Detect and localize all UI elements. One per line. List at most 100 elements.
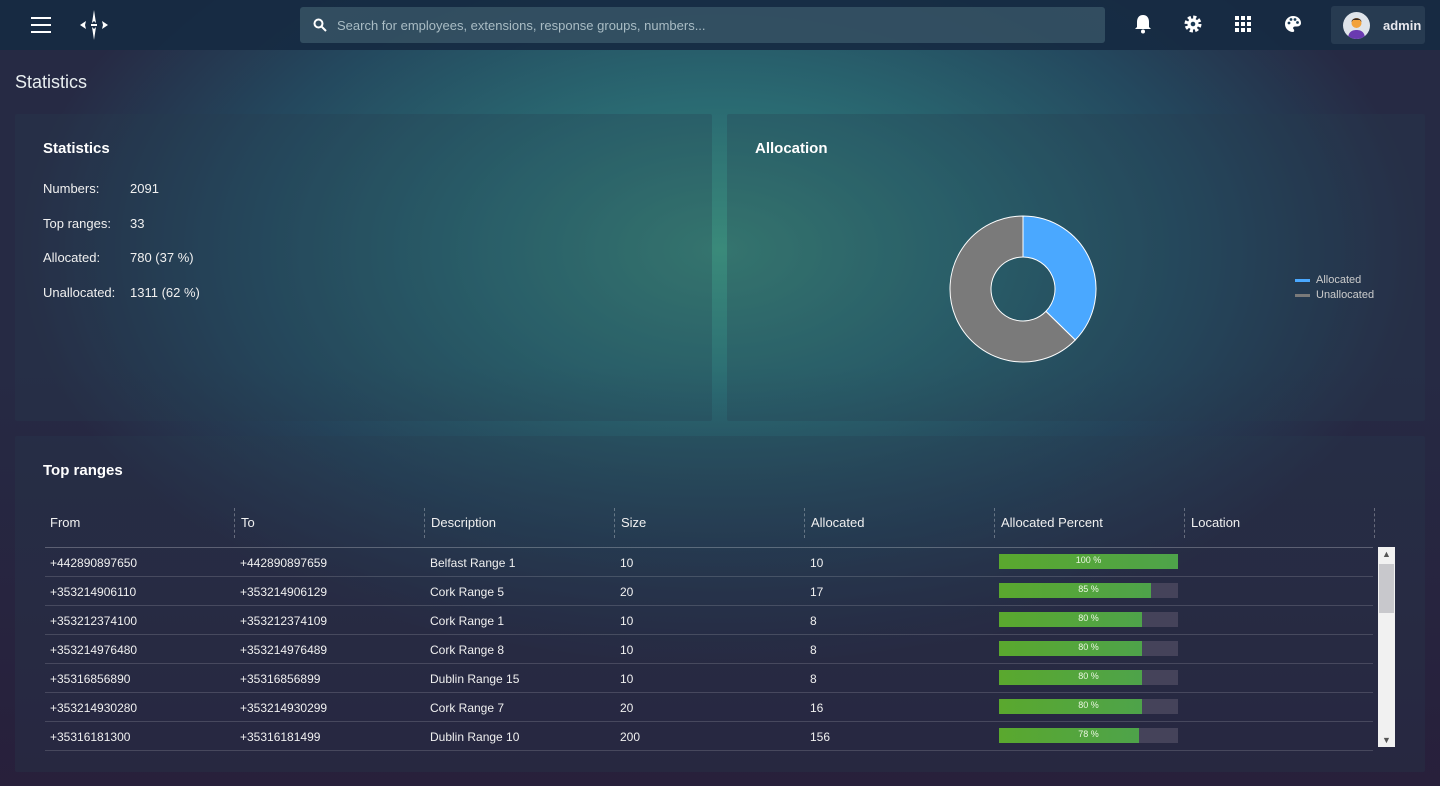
scrollbar-thumb[interactable] <box>1379 564 1394 613</box>
stat-label: Top ranges: <box>43 216 111 231</box>
allocated-percent-bar: 85 % <box>999 583 1178 598</box>
cell-size: 200 <box>620 730 641 744</box>
stat-top-ranges: Top ranges: 33 <box>43 216 144 231</box>
cell-alloc: 156 <box>810 730 831 744</box>
stat-value: 2091 <box>130 181 159 196</box>
legend-label: Unallocated <box>1316 289 1375 301</box>
allocation-card: Allocation Allocated Unallocated <box>727 114 1425 421</box>
cell-alloc: 10 <box>810 556 824 570</box>
apps-grid-icon[interactable] <box>1235 16 1251 32</box>
stat-allocated: Allocated: 780 (37 %) <box>43 250 194 265</box>
table-scrollbar[interactable]: ▲ ▼ <box>1378 547 1395 747</box>
scroll-up-icon[interactable]: ▲ <box>1382 549 1391 559</box>
column-header[interactable]: Allocated Percent <box>994 508 1184 538</box>
cell-from: +353212374100 <box>50 614 138 628</box>
table-row[interactable]: +353212374100 +353212374109 Cork Range 1 10… <box>45 606 1373 635</box>
allocated-percent-bar: 100 % <box>999 554 1178 569</box>
cell-alloc: 16 <box>810 701 824 715</box>
column-header[interactable]: To <box>234 508 424 538</box>
allocated-percent-bar: 80 % <box>999 699 1178 714</box>
cell-size: 10 <box>620 556 634 570</box>
cell-from: +35316856890 <box>50 672 131 686</box>
cell-alloc: 8 <box>810 672 817 686</box>
cell-alloc: 8 <box>810 614 817 628</box>
top-ranges-title: Top ranges <box>43 462 123 479</box>
search-icon <box>313 18 327 32</box>
cell-size: 20 <box>620 701 634 715</box>
palette-icon[interactable] <box>1284 15 1302 33</box>
header-divider <box>45 547 1373 548</box>
legend-label: Allocated <box>1316 274 1362 286</box>
cell-from: +353214906110 <box>50 585 137 599</box>
table-row[interactable]: +442890897650 +442890897659 Belfast Range … <box>45 548 1373 577</box>
cell-from: +353214930280 <box>50 701 138 715</box>
cell-size: 10 <box>620 672 634 686</box>
donut-slice-unallocated[interactable] <box>949 215 1076 363</box>
cell-desc: Belfast Range 1 <box>430 556 516 570</box>
column-header[interactable]: Description <box>424 508 614 538</box>
donut-slice-allocated[interactable] <box>1022 215 1097 341</box>
cell-desc: Dublin Range 15 <box>430 672 520 686</box>
search-bar[interactable] <box>300 7 1105 43</box>
cell-size: 20 <box>620 585 634 599</box>
top-bar: admin <box>0 0 1440 50</box>
logo-icon[interactable] <box>78 9 110 41</box>
page-title: Statistics <box>15 72 88 92</box>
cell-desc: Dublin Range 10 <box>430 730 520 744</box>
stat-label: Unallocated: <box>43 285 116 300</box>
progress-fill <box>999 641 1143 656</box>
cell-size: 10 <box>620 643 634 657</box>
cell-to: +353212374109 <box>240 614 328 628</box>
percent-label: 80 % <box>1078 613 1099 623</box>
column-header[interactable]: Allocated <box>804 508 994 538</box>
cell-to: +353214906129 <box>240 585 328 599</box>
scroll-down-icon[interactable]: ▼ <box>1382 735 1391 745</box>
column-header[interactable]: Size <box>614 508 804 538</box>
percent-label: 80 % <box>1078 642 1099 652</box>
legend-unallocated[interactable]: Unallocated <box>1295 289 1374 301</box>
username: admin <box>1383 17 1422 33</box>
table-row[interactable]: +353214930280 +353214930299 Cork Range 7 20… <box>45 693 1373 722</box>
hamburger-menu-icon[interactable] <box>31 17 51 33</box>
progress-fill <box>999 670 1143 685</box>
cell-from: +353214976480 <box>50 643 138 657</box>
percent-label: 78 % <box>1078 729 1099 739</box>
cell-from: +35316181300 <box>50 730 131 744</box>
percent-label: 80 % <box>1078 671 1099 681</box>
progress-fill <box>999 612 1143 627</box>
cell-alloc: 8 <box>810 643 817 657</box>
allocation-title: Allocation <box>755 140 828 157</box>
cell-to: +353214976489 <box>240 643 328 657</box>
cell-alloc: 17 <box>810 585 824 599</box>
cell-desc: Cork Range 7 <box>430 701 505 715</box>
allocation-donut-chart <box>949 215 1097 363</box>
column-header[interactable]: From <box>50 515 81 530</box>
allocated-percent-bar: 80 % <box>999 641 1178 656</box>
allocated-percent-bar: 78 % <box>999 728 1178 743</box>
cell-size: 10 <box>620 614 634 628</box>
cell-to: +442890897659 <box>240 556 328 570</box>
bell-icon[interactable] <box>1134 14 1152 34</box>
user-menu[interactable]: admin <box>1331 6 1425 44</box>
statistics-title: Statistics <box>43 140 110 157</box>
stat-numbers: Numbers: 2091 <box>43 181 159 196</box>
table-row[interactable]: +353214906110 +353214906129 Cork Range 5 20… <box>45 577 1373 606</box>
table-row[interactable]: +35316856890 +35316856899 Dublin Range 15 1… <box>45 664 1373 693</box>
percent-label: 100 % <box>1075 555 1102 565</box>
cell-desc: Cork Range 1 <box>430 614 505 628</box>
allocated-percent-bar: 80 % <box>999 670 1178 685</box>
cell-desc: Cork Range 5 <box>430 585 505 599</box>
search-input[interactable] <box>337 17 1077 33</box>
legend-allocated[interactable]: Allocated <box>1295 274 1361 286</box>
cell-to: +35316181499 <box>240 730 321 744</box>
gear-icon[interactable] <box>1183 14 1203 34</box>
table-row[interactable]: +353214976480 +353214976489 Cork Range 8 10… <box>45 635 1373 664</box>
stat-label: Allocated: <box>43 250 101 265</box>
column-header[interactable]: Location <box>1184 508 1374 538</box>
progress-fill <box>999 728 1139 743</box>
column-divider <box>1374 508 1381 538</box>
percent-label: 80 % <box>1078 700 1099 710</box>
allocated-percent-bar: 80 % <box>999 612 1178 627</box>
stat-value: 33 <box>130 216 145 231</box>
table-row[interactable]: +35316181300 +35316181499 Dublin Range 10 2… <box>45 722 1373 751</box>
